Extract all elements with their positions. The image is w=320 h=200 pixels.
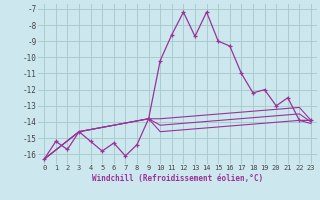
- X-axis label: Windchill (Refroidissement éolien,°C): Windchill (Refroidissement éolien,°C): [92, 174, 263, 183]
